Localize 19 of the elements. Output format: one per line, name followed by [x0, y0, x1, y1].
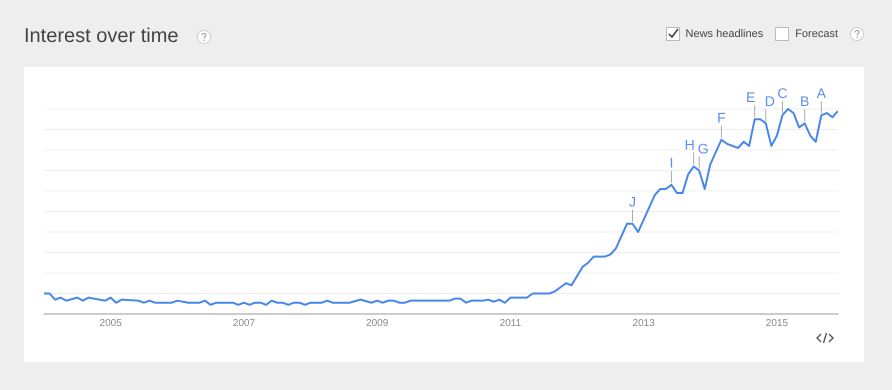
chart-title: Interest over time [24, 25, 179, 48]
x-tick-label: 2009 [366, 318, 389, 329]
x-tick-label: 2015 [766, 318, 788, 329]
text: News headlines [686, 28, 764, 40]
annotation: B [800, 93, 810, 110]
x-tick-label: 2013 [632, 318, 656, 329]
annotation: I [669, 154, 674, 171]
x-tick-label: 2007 [232, 318, 256, 329]
annotation: G [698, 140, 709, 156]
annotation: D [764, 93, 775, 110]
annotation: H [684, 136, 695, 152]
annotation: E [746, 89, 756, 106]
annotation: C [777, 85, 788, 102]
annotation: J [629, 194, 636, 210]
annotation: A [816, 85, 827, 102]
annotation: F [717, 110, 726, 126]
x-tick-label: 2011 [500, 318, 522, 329]
text: Forecast [795, 28, 838, 40]
x-tick-label: 2005 [100, 318, 122, 329]
